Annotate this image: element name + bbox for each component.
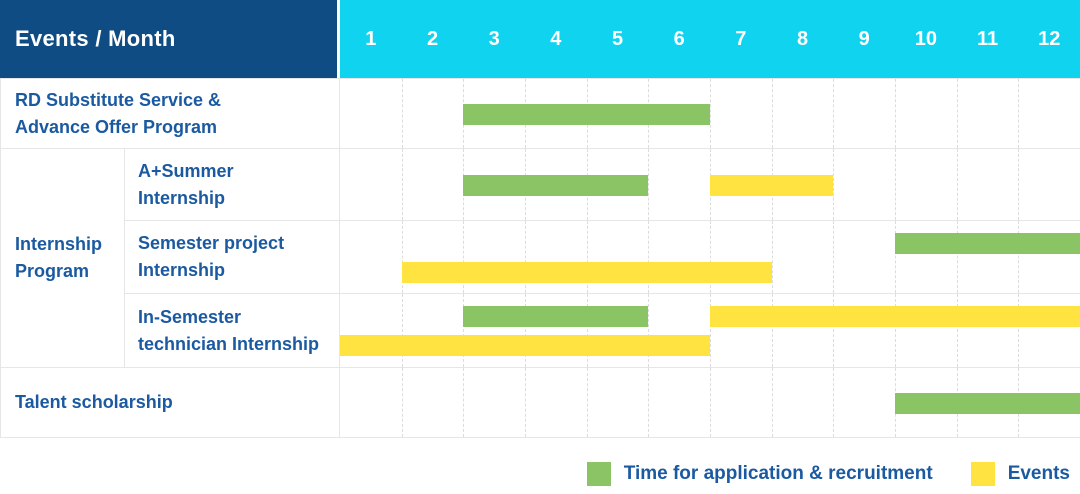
month-gridline (833, 221, 835, 293)
row-label-rd-substitute-service: RD Substitute Service & Advance Offer Pr… (0, 78, 340, 148)
legend-label-application: Time for application & recruitment (623, 463, 933, 484)
month-3-header: 3 (488, 27, 500, 50)
month-gridline (895, 79, 896, 148)
month-gridline (771, 221, 773, 293)
month-gridline (463, 294, 465, 367)
application-bar (895, 392, 1080, 414)
month-9-header: 9 (858, 27, 870, 50)
month-gridline (401, 294, 403, 367)
legend-label-events: Events (1007, 463, 1070, 484)
month-gridline (771, 368, 773, 437)
month-gridline (463, 368, 465, 437)
group-label-internship-program: Internship Program (0, 148, 125, 367)
month-gridline (710, 368, 711, 437)
month-gridline (525, 368, 526, 437)
month-gridline (895, 294, 896, 367)
group-label-text: Internship Program (15, 234, 103, 281)
event-bar (710, 306, 1080, 327)
row-label-text: In-Semester technician Internship (138, 306, 320, 354)
month-gridline (710, 294, 711, 367)
month-gridline (586, 368, 588, 437)
month-gridline (956, 79, 958, 148)
month-gridline (895, 149, 896, 220)
legend-item-application: Time for application & recruitment (586, 462, 933, 486)
month-11-header: 11 (976, 27, 999, 50)
month-gridline (956, 149, 958, 220)
month-gridline (956, 221, 958, 293)
legend-item-events: Events (970, 462, 1070, 486)
application-bar (463, 103, 710, 125)
month-6-header: 6 (673, 27, 685, 50)
event-bar (710, 174, 834, 196)
gantt-lane-talent-scholarship (340, 367, 1080, 438)
event-bar (401, 262, 772, 283)
event-bar (340, 335, 710, 356)
row-label-text: A+Summer Internship (138, 160, 234, 208)
month-gridline (833, 368, 835, 437)
row-label-semester-project-internship: Semester project Internship (125, 220, 340, 293)
row-label-text: Talent scholarship (15, 392, 173, 412)
month-gridline (1018, 294, 1020, 367)
gantt-lane-semester-project-internship (340, 220, 1080, 293)
month-gridline (401, 149, 403, 220)
month-gridline (586, 294, 588, 367)
month-gridline (710, 79, 711, 148)
month-gridline (648, 294, 650, 367)
events-month-header-cell: Events / Month (0, 0, 340, 78)
month-gridline (833, 149, 835, 220)
month-2-header: 2 (426, 27, 439, 50)
month-gridline (648, 149, 650, 220)
month-gridline (401, 79, 403, 148)
month-gridline (771, 79, 773, 148)
events-month-label: Events / Month (15, 26, 176, 51)
month-gridline (895, 221, 896, 293)
month-gridline (1018, 221, 1020, 293)
application-color-swatch (586, 462, 611, 486)
row-label-in-semester-technician-internship: In-Semester technician Internship (125, 293, 340, 367)
month-5-header: 5 (611, 27, 624, 50)
application-bar (463, 174, 649, 196)
gantt-lane-a-plus-summer-internship (340, 148, 1080, 220)
month-10-header: 10 (914, 27, 937, 50)
month-gridline (648, 368, 650, 437)
month-gridline (1018, 79, 1020, 148)
application-bar (463, 306, 649, 327)
schedule-table: Events / Month 1 2 3 4 5 6 7 8 9 10 11 12 RD Substi… (0, 0, 1080, 438)
row-label-talent-scholarship: Talent scholarship (0, 367, 340, 438)
legend: Time for application & recruitment Event… (586, 462, 1070, 486)
month-gridline (833, 79, 835, 148)
month-gridline (771, 294, 773, 367)
month-7-header: 7 (735, 27, 747, 50)
month-gridline (525, 294, 526, 367)
row-label-a-plus-summer-internship: A+Summer Internship (125, 148, 340, 220)
month-gridline (1018, 149, 1020, 220)
month-12-header: 12 (1038, 27, 1061, 50)
month-4-header: 4 (550, 27, 562, 50)
gantt-lane-rd-substitute-service (340, 78, 1080, 148)
month-gridline (956, 294, 958, 367)
month-8-header: 8 (796, 27, 809, 50)
month-gridline (401, 368, 403, 437)
event-color-swatch (970, 462, 995, 486)
month-1-header: 1 (365, 27, 377, 50)
row-label-text: Semester project Internship (138, 233, 285, 280)
row-label-text: RD Substitute Service & Advance Offer Pr… (15, 89, 222, 137)
month-header-row: 1 2 3 4 5 6 7 8 9 10 11 12 (340, 0, 1080, 78)
application-bar (895, 233, 1080, 254)
gantt-lane-in-semester-technician-internship (340, 293, 1080, 367)
month-gridline (833, 294, 835, 367)
